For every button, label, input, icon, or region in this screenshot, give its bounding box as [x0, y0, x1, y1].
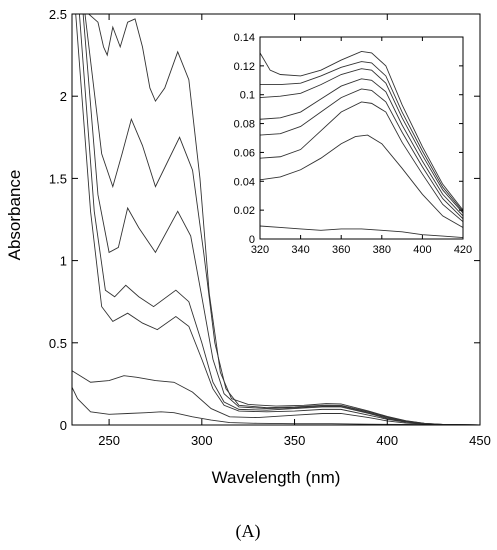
- inset-y-tick-label: 0.02: [234, 205, 255, 217]
- main-series-line-3: [75, 14, 480, 425]
- main-y-tick-label: 2.5: [49, 7, 67, 22]
- main-x-tick-label: 250: [98, 433, 120, 448]
- inset-series-line-4: [260, 88, 463, 220]
- inset-x-tick-label: 380: [373, 244, 391, 256]
- main-series-line-1: [72, 386, 480, 425]
- main-x-tick-label: 300: [191, 433, 213, 448]
- inset-plot-area: [260, 37, 463, 239]
- main-y-tick-label: 0.5: [49, 336, 67, 351]
- panel-label: (A): [236, 521, 261, 542]
- inset-y-tick-label: 0.04: [234, 176, 255, 188]
- inset-x-tick-label: 320: [251, 244, 269, 256]
- main-series-line-7: [88, 14, 480, 425]
- main-series-line-5: [82, 14, 480, 425]
- inset-y-tick-label: 0.1: [240, 90, 255, 102]
- inset-series-line-2: [260, 134, 463, 228]
- inset-x-tick-label: 340: [291, 244, 309, 256]
- main-y-tick-label: 1: [60, 254, 67, 269]
- main-series-line-4: [78, 14, 480, 425]
- main-frame: [71, 13, 481, 426]
- main-x-tick-label: 450: [469, 433, 491, 448]
- inset-series-line-6: [260, 68, 463, 214]
- inset-x-tick-label: 360: [332, 244, 350, 256]
- inset-x-tick-label: 400: [413, 244, 431, 256]
- inset-series-line-8: [260, 50, 463, 211]
- main-y-tick-label: 1.5: [49, 171, 67, 186]
- inset-series-line-7: [260, 61, 463, 212]
- main-y-tick-label: 2: [60, 89, 67, 104]
- inset-frame: [259, 36, 464, 240]
- inset-y-tick-label: 0.14: [234, 32, 255, 44]
- inset-series-line-5: [260, 78, 463, 217]
- inset-series-line-3: [260, 101, 463, 223]
- inset-y-tick-label: 0.12: [234, 61, 255, 73]
- inset-y-tick-label: 0.06: [234, 147, 255, 159]
- main-x-tick-label: 400: [376, 433, 398, 448]
- main-series-line-2: [72, 370, 480, 425]
- inset-series-line-1: [260, 225, 463, 239]
- main-y-tick-label: 0: [60, 418, 67, 433]
- main-x-tick-label: 350: [284, 433, 306, 448]
- y-axis-title: Absorbance: [5, 170, 24, 261]
- inset-x-tick-label: 420: [454, 244, 472, 256]
- inset-y-tick-label: 0.08: [234, 119, 255, 131]
- x-axis-title: Wavelength (nm): [212, 468, 341, 487]
- inset-y-tick-label: 0: [249, 234, 255, 246]
- inset-plot: 320 340 360 380 400 420 0 0.02 0.04 0.06 0.08 0.1 0.…: [234, 32, 473, 256]
